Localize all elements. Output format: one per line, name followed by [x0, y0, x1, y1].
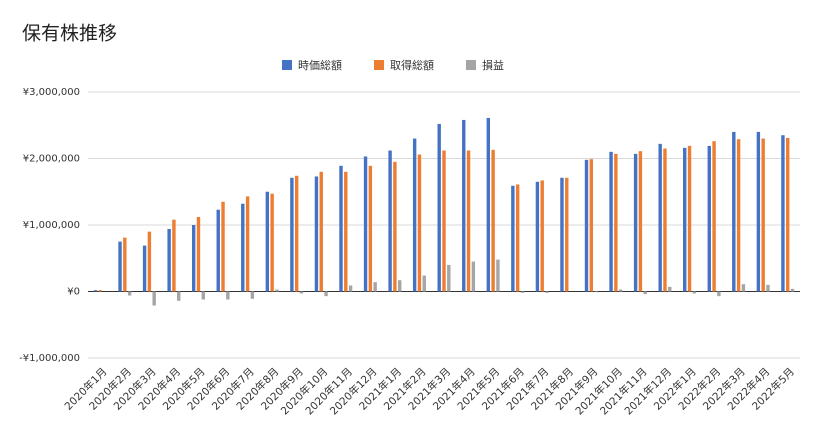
bar — [177, 291, 181, 301]
bar — [486, 117, 491, 292]
bar — [98, 290, 102, 292]
bar — [761, 138, 765, 292]
bar — [668, 286, 672, 292]
legend-swatch — [374, 60, 384, 70]
bar — [511, 185, 515, 292]
bar — [368, 165, 373, 292]
bar — [241, 203, 245, 292]
bar — [245, 196, 250, 292]
bar — [491, 149, 495, 292]
bar — [442, 150, 446, 292]
bar — [790, 288, 795, 292]
bar — [216, 209, 220, 292]
bar — [560, 177, 564, 292]
bar — [437, 123, 441, 292]
legend-swatch — [282, 60, 292, 70]
bar — [618, 289, 623, 292]
bar — [658, 143, 662, 292]
bar — [786, 137, 790, 292]
bar — [741, 284, 746, 292]
bar — [614, 153, 618, 292]
bar — [462, 119, 466, 292]
bar — [363, 156, 368, 292]
bar — [324, 291, 328, 297]
bar — [594, 291, 598, 293]
bar — [565, 177, 569, 292]
bar — [127, 291, 132, 296]
bar — [290, 177, 294, 292]
bar — [736, 139, 741, 292]
bar — [339, 165, 343, 292]
bar — [683, 147, 687, 292]
bar — [712, 141, 716, 292]
bar — [447, 264, 451, 292]
bar — [417, 154, 422, 292]
bar — [520, 291, 525, 293]
bar — [663, 148, 667, 292]
bar — [471, 261, 476, 292]
bar — [270, 193, 274, 292]
bar — [167, 228, 171, 292]
y-tick-label: ¥0 — [67, 287, 80, 298]
bar — [756, 131, 761, 292]
bar — [633, 153, 638, 292]
bar — [221, 201, 225, 292]
bar — [687, 145, 692, 292]
bar — [466, 150, 471, 292]
bar — [496, 259, 500, 292]
y-tick-label: ¥3,000,000 — [23, 87, 80, 98]
bar — [348, 285, 353, 292]
legend-swatch — [466, 60, 476, 70]
chart-title: 保有株推移 — [22, 23, 117, 45]
bar — [643, 291, 647, 295]
bar — [388, 150, 392, 292]
legend-label: 時価総額 — [298, 58, 342, 72]
bar — [707, 145, 711, 292]
bar — [250, 291, 255, 299]
bar — [589, 159, 594, 292]
bar — [191, 225, 196, 292]
bar — [373, 282, 377, 292]
bar — [265, 191, 270, 292]
bar — [397, 280, 402, 292]
bar — [314, 176, 319, 292]
legend-label: 損益 — [482, 58, 504, 72]
bar — [344, 171, 348, 292]
bar — [732, 131, 736, 292]
bar — [226, 291, 230, 300]
y-tick-label: ¥2,000,000 — [23, 154, 80, 165]
bar — [201, 291, 205, 300]
bar — [781, 135, 785, 292]
y-tick-label: ¥1,000,000 — [23, 220, 80, 231]
bar — [118, 241, 122, 292]
bar — [147, 231, 152, 292]
bar — [294, 175, 299, 292]
bar — [545, 291, 549, 293]
y-tick-label: -¥1,000,000 — [19, 353, 80, 364]
bar — [172, 219, 176, 292]
bar — [638, 151, 643, 292]
bar — [152, 291, 156, 306]
legend-label: 取得総額 — [390, 58, 434, 72]
bar — [93, 290, 98, 292]
bar — [142, 245, 147, 292]
bar — [196, 217, 201, 292]
bar — [275, 289, 279, 292]
bar — [584, 159, 589, 292]
bar — [692, 291, 697, 294]
bar — [319, 171, 323, 292]
bar — [422, 275, 426, 292]
bar — [540, 180, 544, 292]
bar — [412, 138, 417, 292]
bar — [299, 291, 304, 294]
bar — [393, 161, 397, 292]
bar — [609, 151, 613, 292]
bar — [123, 237, 127, 292]
bar — [535, 181, 540, 292]
bar — [717, 291, 721, 297]
bar — [515, 184, 520, 292]
bar — [766, 284, 770, 292]
